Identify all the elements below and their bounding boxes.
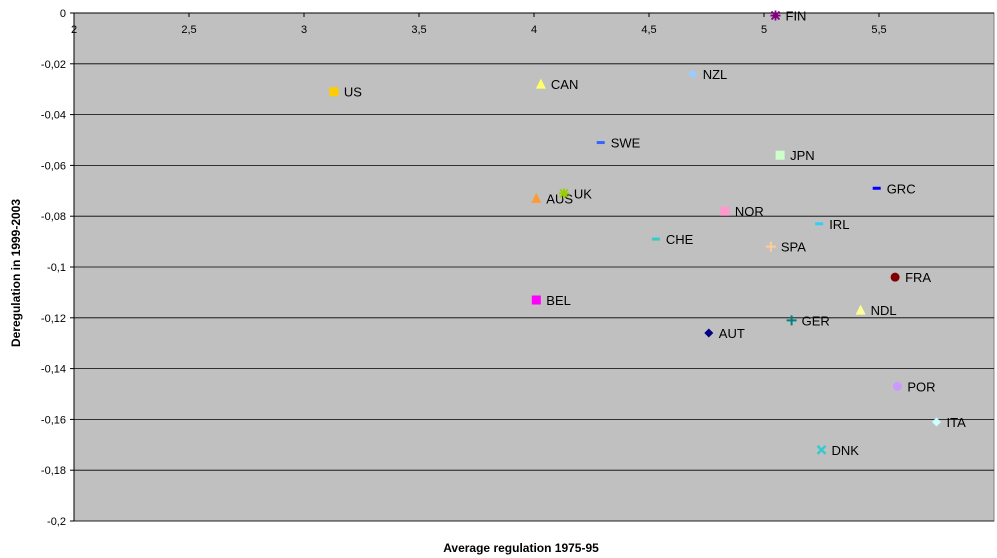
x-tick-label: 2,5 bbox=[181, 24, 196, 36]
point-marker-che bbox=[651, 237, 660, 241]
y-tick-label: -0,18 bbox=[41, 465, 66, 477]
y-tick-label: -0,04 bbox=[41, 110, 66, 122]
data-point-aut: AUT bbox=[704, 326, 745, 341]
data-point-can: CAN bbox=[535, 77, 578, 92]
x-tick-label: 3 bbox=[301, 24, 307, 36]
point-marker-uk bbox=[558, 188, 569, 199]
point-label: NDL bbox=[871, 303, 897, 318]
point-marker-us bbox=[329, 87, 339, 97]
point-label: FIN bbox=[786, 9, 807, 24]
point-marker-nor bbox=[720, 206, 730, 216]
point-label: DNK bbox=[832, 443, 860, 458]
data-point-por: POR bbox=[892, 379, 936, 394]
point-marker-fin bbox=[770, 10, 781, 21]
y-tick-label: -0,2 bbox=[47, 516, 66, 528]
data-point-grc: GRC bbox=[872, 181, 916, 196]
point-label: UK bbox=[574, 186, 592, 201]
point-label: NOR bbox=[735, 204, 764, 219]
point-label: IRL bbox=[829, 217, 849, 232]
data-point-nor: NOR bbox=[720, 204, 764, 219]
point-marker-dnk bbox=[816, 444, 827, 455]
point-marker-bel bbox=[531, 295, 541, 305]
point-label: NZL bbox=[703, 67, 728, 82]
point-label: ITA bbox=[947, 415, 967, 430]
tick-labels: 2 2,5 3 3,5 4 4,5 5 5,5 0 -0,02 -0,04 -0,06 -0,08 -0,… bbox=[41, 8, 887, 528]
y-tick-label: -0,16 bbox=[41, 414, 66, 426]
point-marker-ger bbox=[786, 315, 797, 326]
point-label: FRA bbox=[905, 270, 931, 285]
y-axis-title: Deregulation in 1999-2003 bbox=[9, 199, 23, 347]
y-tick-label: -0,1 bbox=[47, 262, 66, 274]
point-label: POR bbox=[907, 379, 935, 394]
point-marker-por bbox=[892, 381, 902, 391]
point-label: SWE bbox=[611, 136, 641, 151]
data-point-us: US bbox=[329, 85, 362, 100]
y-tick-label: -0,12 bbox=[41, 313, 66, 325]
data-point-dnk: DNK bbox=[816, 443, 860, 458]
point-marker-grc bbox=[872, 186, 881, 190]
point-label: CAN bbox=[551, 77, 578, 92]
data-point-bel: BEL bbox=[531, 293, 571, 308]
x-tick-label: 5,5 bbox=[871, 24, 886, 36]
data-point-ita: ITA bbox=[932, 415, 966, 430]
point-label: GRC bbox=[887, 181, 916, 196]
x-tick-label: 3,5 bbox=[411, 24, 426, 36]
point-label: GER bbox=[802, 313, 830, 328]
y-tick-label: -0,14 bbox=[41, 364, 66, 376]
gridlines bbox=[74, 63, 994, 522]
point-marker-aut bbox=[704, 328, 714, 338]
point-marker-can bbox=[535, 78, 546, 89]
data-point-fin: FIN bbox=[770, 9, 807, 24]
data-point-uk: UK bbox=[558, 186, 592, 201]
point-marker-ita bbox=[932, 417, 941, 427]
y-tick-label: -0,02 bbox=[41, 59, 66, 71]
point-label: US bbox=[344, 85, 362, 100]
point-marker-jpn bbox=[775, 150, 785, 160]
point-label: BEL bbox=[546, 293, 571, 308]
data-point-ndl: NDL bbox=[855, 303, 897, 318]
point-marker-spa bbox=[765, 241, 776, 252]
point-marker-irl bbox=[815, 222, 824, 226]
y-tick-label: 0 bbox=[60, 8, 66, 20]
data-point-nzl: NZL bbox=[688, 67, 727, 82]
point-marker-aus bbox=[531, 192, 542, 203]
point-marker-swe bbox=[596, 141, 605, 145]
y-tick-label: -0,08 bbox=[41, 211, 66, 223]
data-point-swe: SWE bbox=[596, 136, 641, 151]
data-point-ger: GER bbox=[786, 313, 830, 328]
axes bbox=[70, 12, 994, 522]
point-label: JPN bbox=[790, 148, 815, 163]
point-label: SPA bbox=[781, 240, 806, 255]
y-tick-label: -0,06 bbox=[41, 160, 66, 172]
data-point-che: CHE bbox=[651, 232, 694, 247]
point-label: CHE bbox=[666, 232, 694, 247]
point-marker-ndl bbox=[855, 304, 866, 315]
x-tick-label: 4 bbox=[531, 24, 537, 36]
point-label: AUT bbox=[719, 326, 745, 341]
x-tick-label: 2 bbox=[71, 24, 77, 36]
point-marker-nzl bbox=[688, 69, 698, 79]
data-point-jpn: JPN bbox=[775, 148, 815, 163]
x-tick-label: 4,5 bbox=[641, 24, 656, 36]
data-point-fra: FRA bbox=[890, 270, 931, 285]
x-axis-title: Average regulation 1975-95 bbox=[443, 541, 599, 555]
point-marker-fra bbox=[890, 272, 900, 282]
x-tick-label: 5 bbox=[761, 24, 767, 36]
data-point-spa: SPA bbox=[765, 240, 806, 255]
data-point-irl: IRL bbox=[815, 217, 849, 232]
